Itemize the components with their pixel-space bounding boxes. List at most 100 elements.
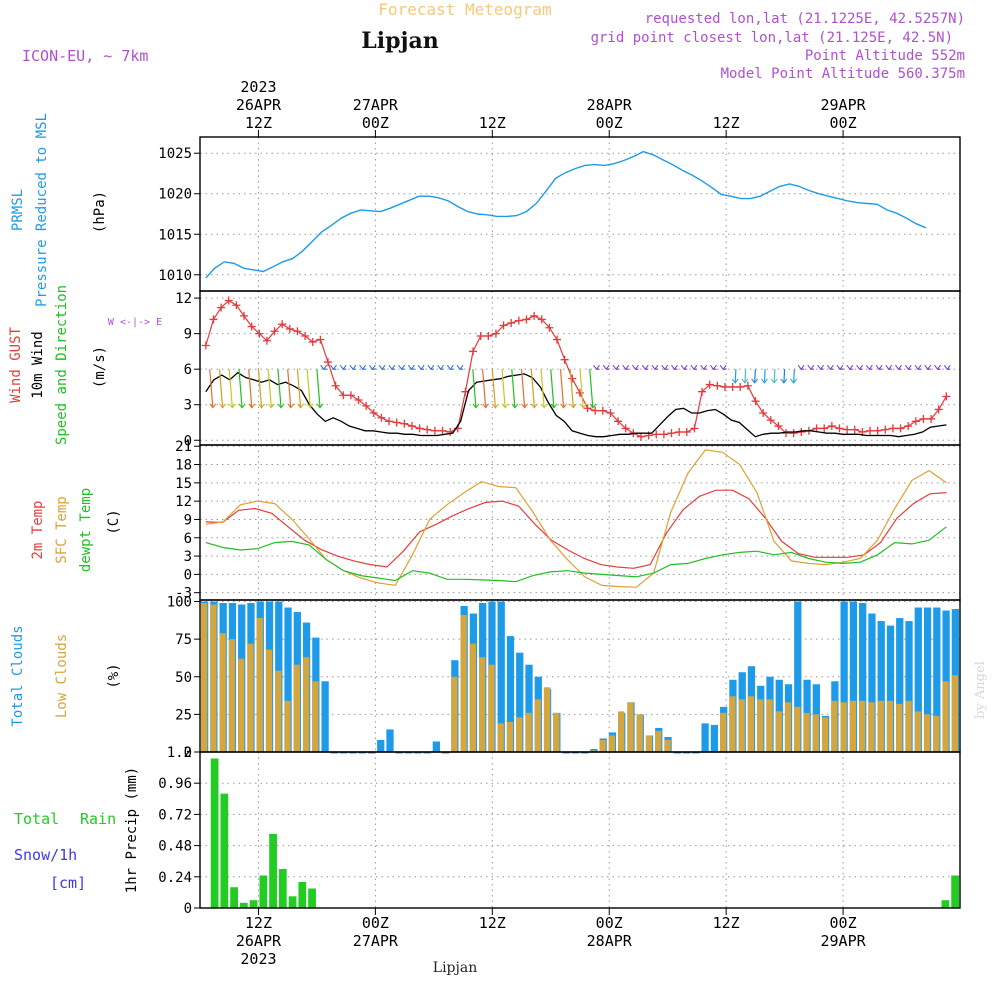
low-cloud-bar [543,687,551,752]
wind-arrowhead [641,364,649,371]
gust-marker [400,419,409,428]
wind-arrowhead [349,364,357,371]
wind-arrowhead [710,364,717,371]
wind-arrowhead [209,403,217,409]
pressure-label: PRMSL [10,189,26,231]
gust-marker [369,409,378,418]
temp-line-0 [205,489,947,569]
gust-marker [728,382,737,391]
gust-marker [667,429,676,438]
total-cloud-bar [516,652,524,752]
gust-marker [415,424,424,433]
wind-arrow [491,369,497,408]
wind-arrowhead [885,364,893,371]
credit-watermark: by Angel [973,661,988,719]
wind-arrowhead [856,364,863,371]
y-tick-label: 0 [184,901,192,917]
gust-marker [888,424,897,433]
rain-bar [220,793,229,908]
wind-arrow [472,369,477,408]
low-cloud-bar [608,735,616,752]
y-tick-label: 1010 [158,268,192,284]
low-cloud-bar [757,699,764,752]
wind-arrowhead [671,364,678,371]
low-cloud-bar [627,702,634,752]
wind-arrowhead [297,403,304,409]
low-cloud-bar [877,700,884,752]
wind-arrow [783,369,786,384]
wind-arrow [287,369,292,408]
low-cloud-bar [599,739,606,752]
footer-location: Lipjan [433,960,477,976]
gust-marker [537,315,546,324]
y-tick-label: 100 [167,595,192,611]
low-cloud-bar [896,703,903,752]
total-cloud-bar [377,739,385,752]
wind-arrowhead [530,403,538,409]
wind-arrowhead [612,364,620,371]
low-cloud-bar [784,702,792,752]
wind-arrow [589,369,594,408]
wind-arrow [734,369,737,384]
wind-arrowhead [943,364,951,371]
wind-arrow [763,369,766,384]
low-cloud-bar [645,735,653,752]
y-tick-label: 9 [184,327,192,343]
gust-marker [675,427,684,436]
gust-marker [621,424,630,433]
x-label-top: 12Z [479,114,506,132]
gust-marker [423,425,432,434]
gust-marker [438,426,447,435]
x-label-top: 00Z [596,114,623,132]
wind-arrowhead [751,378,759,384]
total-cloud-bar [886,625,895,752]
y-tick-label: 1015 [158,227,192,243]
wind-arrowhead [482,403,490,409]
rain-bar [278,869,287,908]
low-cloud-bar [840,702,847,752]
wind-arrowhead [846,364,854,371]
gust-marker [942,392,951,401]
x-label-bottom: 27APR [353,932,399,950]
gust-marker [606,409,615,418]
low-cloud-bar [859,700,866,752]
total-cloud-bar [497,601,505,752]
y-tick-label: 18 [175,458,192,474]
y-tick-label: 12 [175,291,192,307]
gust-marker [377,413,386,422]
gust-marker [209,315,218,324]
wind-arrowhead [511,403,519,409]
gust-marker [522,315,531,324]
low-cloud-bar [821,717,829,752]
wind-label: Speed and Direction [54,285,70,445]
wind-arrowhead [602,364,610,371]
low-cloud-bar [247,643,254,752]
wind-arrowhead [836,364,844,371]
total-cloud-bar [441,752,450,754]
wind-arrowhead [378,364,386,371]
rain-bar [308,888,316,908]
wind-arrow [248,369,253,408]
panel-frame [199,444,961,601]
gust-marker [507,318,516,327]
wind-arrowhead [521,403,529,409]
y-tick-label: 50 [175,670,192,686]
gust-marker [919,414,928,423]
x-label-top: 12Z [245,114,272,132]
total-cloud-bar [395,752,403,754]
gust-marker [354,395,363,404]
y-tick-label: 0.24 [158,870,192,886]
gust-marker [652,430,661,439]
low-cloud-bar [479,657,486,752]
wind-arrowhead [550,403,558,409]
wind-arrow [550,369,555,408]
rain-bar [288,896,297,908]
x-label-bottom: 00Z [362,914,389,932]
low-cloud-bar [738,699,745,752]
wind-arrow [793,369,795,384]
gust-marker [705,380,714,389]
low-cloud-bar [775,711,782,752]
gust-marker [331,381,340,390]
gust-marker [896,424,905,433]
gust-marker [850,425,859,434]
